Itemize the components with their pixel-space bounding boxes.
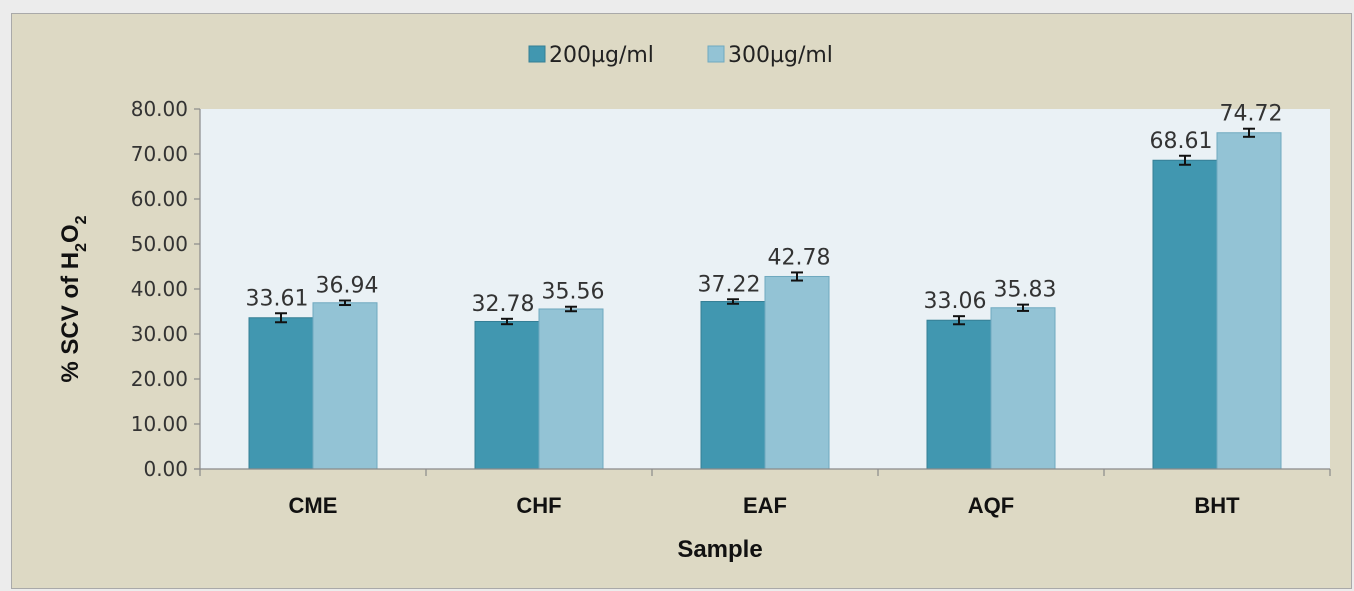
bar-bht-300	[1216, 132, 1282, 470]
x-tick-label-eaf: EAF	[743, 493, 787, 518]
error-bar	[565, 305, 577, 313]
error-bar	[1243, 127, 1255, 138]
bar-cme-300	[312, 302, 378, 470]
x-axis-title: Sample	[677, 536, 762, 563]
x-tick-label-chf: CHF	[516, 493, 561, 518]
y-axis-title-sub-2: 2	[73, 215, 90, 224]
bar-eaf-300	[764, 275, 830, 470]
x-tick-label-cme: CME	[289, 493, 338, 518]
error-bar	[953, 315, 965, 326]
y-tick-label: 80.00	[131, 97, 188, 121]
data-label: 68.61	[1150, 129, 1213, 154]
bar-aqf-300	[990, 307, 1056, 470]
y-tick-label: 10.00	[131, 412, 188, 436]
y-axis-title-sub-1: 2	[73, 243, 90, 252]
bar-chf-300	[538, 308, 604, 470]
y-tick-label: 70.00	[131, 142, 188, 166]
data-label: 32.78	[472, 292, 535, 317]
error-bar	[1017, 303, 1029, 312]
error-bar	[501, 317, 513, 326]
data-label: 33.06	[924, 289, 987, 314]
y-tick-label: 50.00	[131, 232, 188, 256]
y-tick-label: 0.00	[143, 457, 188, 481]
x-tick-label-aqf: AQF	[968, 493, 1014, 518]
data-label: 35.83	[994, 278, 1057, 303]
legend-swatch-200	[528, 45, 546, 63]
data-label: 42.78	[768, 245, 831, 270]
error-bar	[1179, 154, 1191, 166]
y-tick-label: 60.00	[131, 187, 188, 211]
y-tick-label: 30.00	[131, 322, 188, 346]
error-bar	[727, 298, 739, 305]
legend-swatch-300	[707, 45, 725, 63]
legend-label-200: 200µg/ml	[549, 43, 654, 68]
data-label: 33.61	[246, 286, 309, 311]
data-label: 74.72	[1220, 102, 1283, 127]
bar-aqf-200	[926, 319, 992, 470]
bar-eaf-200	[700, 301, 766, 470]
data-label: 36.94	[316, 274, 379, 299]
bar-chf-200	[474, 320, 540, 470]
y-tick-label: 20.00	[131, 367, 188, 391]
y-axis-title-o: O	[57, 224, 84, 243]
error-bar	[339, 299, 351, 307]
x-tick-label-bht: BHT	[1194, 493, 1240, 518]
y-axis-title: % SCV of H2O2	[57, 215, 90, 382]
data-label: 35.56	[542, 280, 605, 305]
error-bar	[791, 271, 803, 282]
bar-cme-200	[248, 317, 314, 470]
legend-label-300: 300µg/ml	[728, 43, 833, 68]
legend: 200µg/ml 300µg/ml	[528, 43, 833, 68]
bar-bht-200	[1152, 159, 1218, 470]
y-axis-title-main: % SCV of H	[57, 252, 84, 383]
chart-frame: 0.00 10.00 20.00 30.00 40.00 50.00 60.00 70.00 8…	[11, 13, 1352, 589]
data-label: 37.22	[698, 272, 761, 297]
bar-chart: 0.00 10.00 20.00 30.00 40.00 50.00 60.00 70.00 8…	[57, 43, 1331, 563]
error-bar	[275, 312, 287, 324]
y-tick-label: 40.00	[131, 277, 188, 301]
